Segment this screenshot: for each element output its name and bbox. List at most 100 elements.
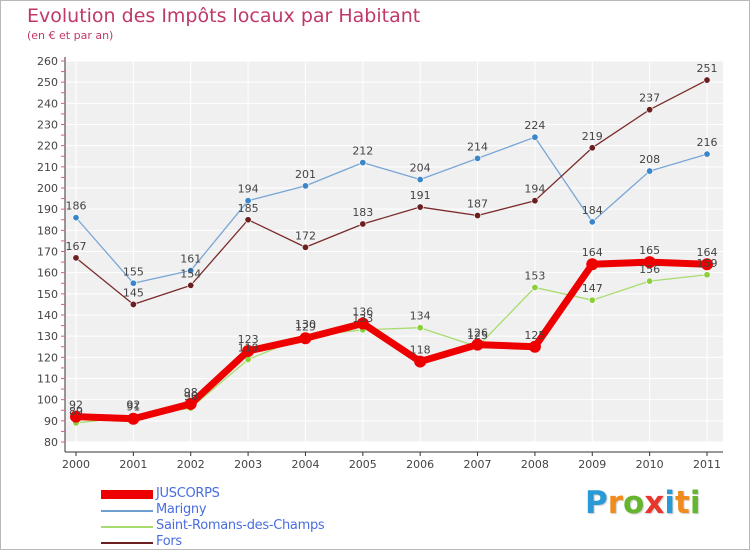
chart-subtitle: (en € et par an) [27,29,114,42]
legend-swatch-saint-romans [101,526,153,528]
point-marigny [359,159,367,167]
x-tick-label: 2007 [464,458,492,471]
point-marigny [72,214,80,222]
y-tick-label: 200 [37,182,58,195]
data-label-marigny: 204 [410,162,431,175]
data-label-fors: 185 [238,202,259,215]
point-juscorps [184,397,197,410]
y-tick-label: 120 [37,351,58,364]
data-label-saint-romans: 153 [524,269,545,282]
data-label-marigny: 155 [123,265,144,278]
data-label-juscorps: 129 [295,320,316,333]
data-label-fors: 191 [410,189,431,202]
y-tick-label: 160 [37,267,58,280]
legend-swatch-juscorps [101,490,153,499]
data-label-marigny: 184 [582,204,603,217]
data-label-juscorps: 125 [524,329,545,342]
point-fors [531,197,539,205]
y-tick-label: 230 [37,119,58,132]
y-tick-label: 210 [37,161,58,174]
data-label-saint-romans: 147 [582,282,603,295]
data-label-fors: 183 [352,206,373,219]
data-label-fors: 187 [467,198,488,211]
data-label-marigny: 224 [524,119,545,132]
point-fors [416,203,424,211]
data-label-saint-romans: 133 [352,312,373,325]
data-label-fors: 194 [524,183,545,196]
point-juscorps [242,344,255,357]
legend-label-marigny: Marigny [156,502,207,517]
data-label-marigny: 161 [180,253,201,266]
legend-swatch-fors [101,542,153,544]
point-fors [187,281,195,289]
data-label-juscorps: 123 [238,333,259,346]
point-marigny [416,176,424,184]
logo-letter: t [674,485,690,521]
point-saint-romans [531,283,539,291]
data-label-saint-romans: 92 [126,399,140,412]
point-fors [359,220,367,228]
x-tick-label: 2011 [693,458,721,471]
point-fors [646,106,654,114]
data-label-marigny: 216 [697,136,718,149]
y-tick-label: 260 [37,55,58,68]
y-tick-label: 190 [37,203,58,216]
point-fors [301,243,309,251]
series-line-marigny [75,136,708,284]
point-juscorps [586,258,599,271]
point-juscorps [643,256,656,269]
point-juscorps [70,410,82,423]
point-saint-romans [703,271,711,279]
data-label-saint-romans: 96 [184,390,198,403]
y-tick-label: 170 [37,246,58,259]
point-juscorps [701,258,713,271]
point-juscorps [356,317,369,330]
x-tick-label: 2004 [291,458,319,471]
logo-letter: i [664,485,675,521]
series-line-fors [75,79,708,306]
point-marigny [301,182,309,190]
point-juscorps [528,340,541,353]
x-tick-label: 2001 [119,458,147,471]
data-label-juscorps: 126 [467,327,488,340]
data-label-saint-romans: 125 [467,329,488,342]
data-label-marigny: 201 [295,168,316,181]
data-label-fors: 237 [639,92,660,105]
proxiti-logo: Proxiti [585,485,700,521]
point-fors [474,212,482,220]
series-line-juscorps [75,258,708,423]
legend-label-fors: Fors [156,534,182,549]
point-fors [588,144,596,152]
data-label-juscorps: 164 [582,246,603,259]
logo-letter: i [689,485,701,521]
x-tick-label: 2008 [521,458,549,471]
y-tick-label: 180 [37,224,58,237]
y-tick-label: 110 [37,373,58,386]
data-label-marigny: 186 [66,200,87,213]
data-label-juscorps: 98 [184,386,198,399]
point-saint-romans [588,296,596,304]
x-tick-label: 2003 [234,458,262,471]
data-label-marigny: 214 [467,140,488,153]
point-marigny [129,279,137,287]
y-tick-label: 240 [37,97,58,110]
point-saint-romans [416,324,424,332]
point-juscorps [127,412,140,425]
data-label-fors: 219 [582,130,603,143]
y-tick-label: 250 [37,76,58,89]
y-tick-label: 130 [37,330,58,343]
y-tick-label: 90 [44,415,58,428]
data-label-saint-romans: 119 [238,341,259,354]
data-label-saint-romans: 159 [697,257,718,270]
point-saint-romans [646,277,654,285]
data-label-fors: 172 [295,229,316,242]
data-label-fors: 154 [180,267,201,280]
logo-letter: o [623,485,645,521]
data-label-fors: 251 [697,62,718,75]
point-fors [244,216,252,224]
point-marigny [531,133,539,141]
y-tick-label: 220 [37,140,58,153]
x-tick-label: 2009 [578,458,606,471]
point-fors [72,254,80,262]
data-label-juscorps: 91 [126,401,140,414]
